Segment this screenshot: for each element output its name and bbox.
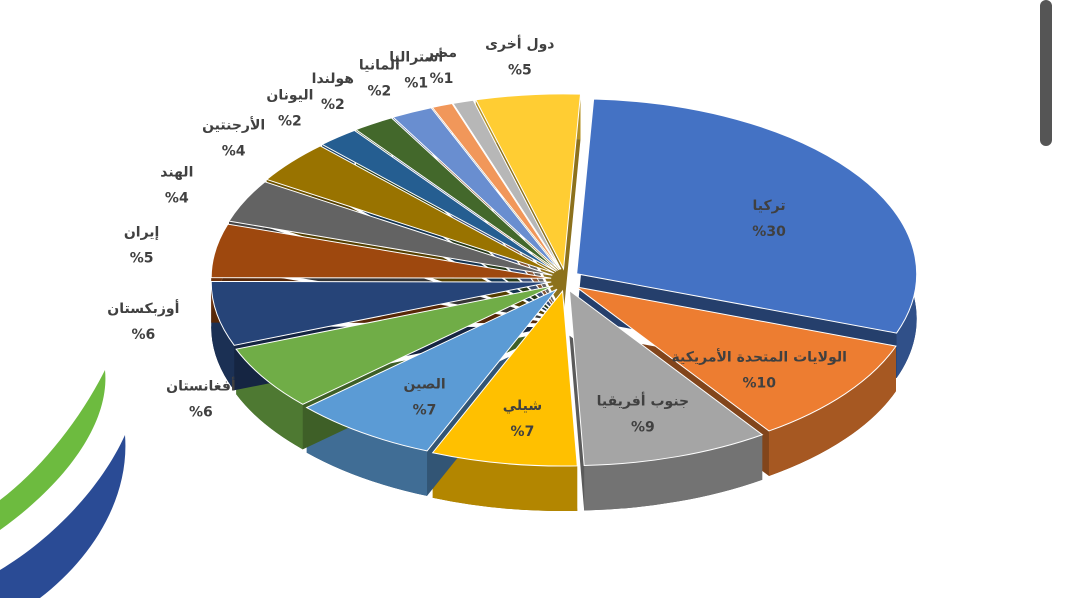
category-label: اليونان	[266, 88, 313, 104]
slice	[305, 288, 558, 452]
slice	[321, 129, 557, 272]
decor-swoosh	[0, 370, 106, 530]
slice	[391, 107, 560, 271]
slice	[265, 145, 555, 274]
category-label: الأرجنتين	[202, 116, 265, 133]
value-label: %5	[508, 63, 532, 79]
category-label: الهند	[160, 165, 193, 181]
slice	[452, 99, 562, 270]
slice-side	[768, 346, 896, 476]
value-label: %7	[511, 424, 535, 440]
value-label: %4	[222, 143, 246, 159]
value-label: %1	[404, 75, 428, 91]
decor-swoosh	[0, 435, 126, 598]
slice	[235, 285, 554, 405]
labels: تركيا %30 الولايات المتحدة الأمريكية %10 جنو…	[107, 35, 847, 441]
slice	[575, 286, 897, 432]
category-label: أفغانستان	[166, 377, 236, 395]
slice	[431, 289, 578, 467]
value-label: %9	[631, 419, 655, 435]
category-label: مصر	[425, 45, 457, 61]
category-label: إيران	[124, 224, 160, 240]
value-label: %7	[413, 403, 437, 419]
slice	[210, 223, 552, 279]
slice	[228, 181, 553, 276]
value-label: %2	[321, 97, 345, 113]
category-label: شيلي	[503, 398, 542, 414]
scrollbar[interactable]	[1040, 0, 1052, 146]
category-label: تركيا	[753, 198, 786, 214]
slice	[431, 103, 561, 270]
category-label: أوزبكستان	[107, 299, 179, 317]
slice	[568, 289, 764, 466]
category-label: ألمانيا	[359, 55, 400, 73]
category-label: هولندا	[312, 71, 354, 87]
category-label: دول أخرى	[485, 35, 554, 53]
value-label: %6	[131, 327, 155, 343]
value-label: %10	[742, 375, 776, 391]
value-label: %1	[430, 71, 454, 87]
category-label: الصين	[403, 377, 445, 393]
value-label: %5	[130, 250, 154, 266]
slice	[475, 93, 582, 271]
slice	[354, 117, 558, 271]
category-label: جنوب أفريقيا	[597, 391, 690, 409]
slice-side	[584, 434, 763, 511]
pie	[210, 93, 918, 467]
slice	[210, 280, 552, 346]
slice-side	[432, 452, 578, 512]
category-label: الولايات المتحدة الأمريكية	[672, 348, 847, 365]
value-label: %2	[367, 83, 391, 99]
value-label: %30	[752, 224, 786, 240]
category-label: أستراليا	[389, 47, 443, 65]
value-label: %4	[165, 191, 189, 207]
slice	[576, 98, 918, 334]
slice-side	[211, 281, 235, 391]
value-label: %6	[189, 405, 213, 421]
value-label: %2	[278, 114, 302, 130]
